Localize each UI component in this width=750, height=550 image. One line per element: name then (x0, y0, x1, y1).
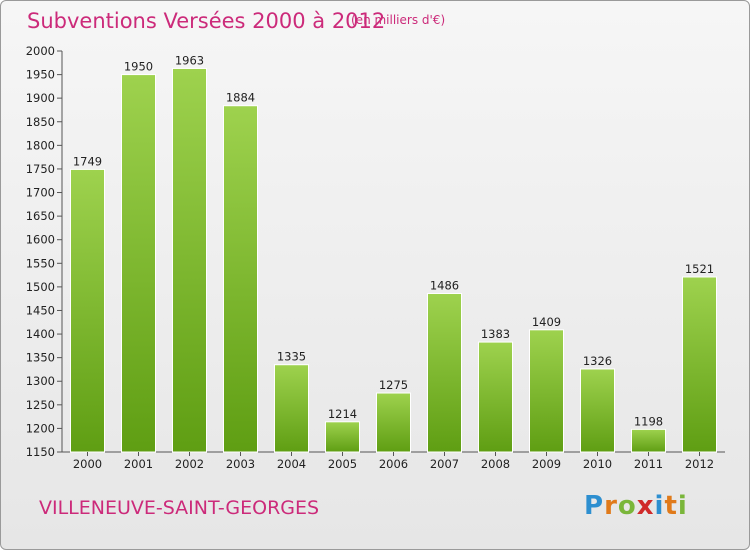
y-tick-label: 1650 (26, 209, 55, 223)
bar-value-label: 1326 (583, 354, 612, 368)
logo-letter: r (604, 491, 618, 521)
bar (325, 421, 360, 453)
y-tick-label: 1600 (26, 233, 55, 247)
bar-value-label: 1884 (226, 91, 255, 105)
bar-value-label: 1275 (379, 378, 408, 392)
y-tick-label: 1300 (26, 374, 55, 388)
bar (631, 428, 666, 453)
bar-value-label: 1214 (328, 407, 357, 421)
bar (172, 67, 207, 453)
x-tick-label: 2001 (124, 457, 153, 471)
x-tick-label: 2007 (430, 457, 459, 471)
y-tick-label: 1350 (26, 351, 55, 365)
y-tick-label: 2000 (26, 44, 55, 58)
logo-letter: P (584, 491, 605, 521)
bar (529, 329, 564, 453)
place-name: VILLENEUVE-SAINT-GEORGES (39, 497, 320, 519)
bar-value-label: 1749 (73, 154, 102, 168)
y-tick-label: 1150 (26, 445, 55, 459)
y-tick-label: 1550 (26, 256, 55, 270)
logo-letter: t (664, 491, 678, 521)
bar (427, 292, 462, 453)
bar-value-label: 1383 (481, 327, 510, 341)
logo-letter: i (677, 491, 688, 521)
x-tick-label: 2012 (685, 457, 714, 471)
y-tick-label: 1900 (26, 91, 55, 105)
bar-value-label: 1950 (124, 60, 153, 74)
x-tick-label: 2009 (532, 457, 561, 471)
logo-letter: o (617, 491, 637, 521)
bar (274, 364, 309, 453)
x-tick-label: 2004 (277, 457, 306, 471)
y-tick-label: 1800 (26, 138, 55, 152)
bar (121, 74, 156, 453)
bar-value-label: 1486 (430, 278, 459, 292)
bar (580, 368, 615, 453)
bar (376, 392, 411, 453)
x-tick-label: 2005 (328, 457, 357, 471)
y-tick-label: 1200 (26, 421, 55, 435)
y-tick-label: 1500 (26, 280, 55, 294)
x-tick-label: 2003 (226, 457, 255, 471)
y-tick-label: 1450 (26, 303, 55, 317)
bar-value-label: 1521 (685, 262, 714, 276)
bar-value-label: 1409 (532, 315, 561, 329)
bar-value-label: 1335 (277, 350, 306, 364)
x-tick-label: 2008 (481, 457, 510, 471)
x-tick-label: 2006 (379, 457, 408, 471)
bar (682, 276, 717, 453)
logo-letter: x (636, 491, 655, 521)
chart-subtitle: (en milliers d'€) (351, 13, 446, 27)
y-tick-label: 1850 (26, 115, 55, 129)
x-tick-label: 2002 (175, 457, 204, 471)
x-tick-label: 2010 (583, 457, 612, 471)
y-tick-label: 1700 (26, 186, 55, 200)
chart-title: Subventions Versées 2000 à 2012 (27, 9, 386, 33)
bar-value-label: 1198 (634, 414, 663, 428)
bar (70, 168, 105, 453)
proxiti-logo: Proxiti (584, 491, 688, 521)
x-tick-label: 2000 (73, 457, 102, 471)
bar (478, 341, 513, 453)
bar (223, 105, 258, 453)
y-tick-label: 1750 (26, 162, 55, 176)
bar-value-label: 1963 (175, 53, 204, 67)
y-tick-label: 1250 (26, 398, 55, 412)
y-tick-label: 1950 (26, 68, 55, 82)
y-tick-label: 1400 (26, 327, 55, 341)
x-tick-label: 2011 (634, 457, 663, 471)
logo-letter: i (654, 491, 665, 521)
